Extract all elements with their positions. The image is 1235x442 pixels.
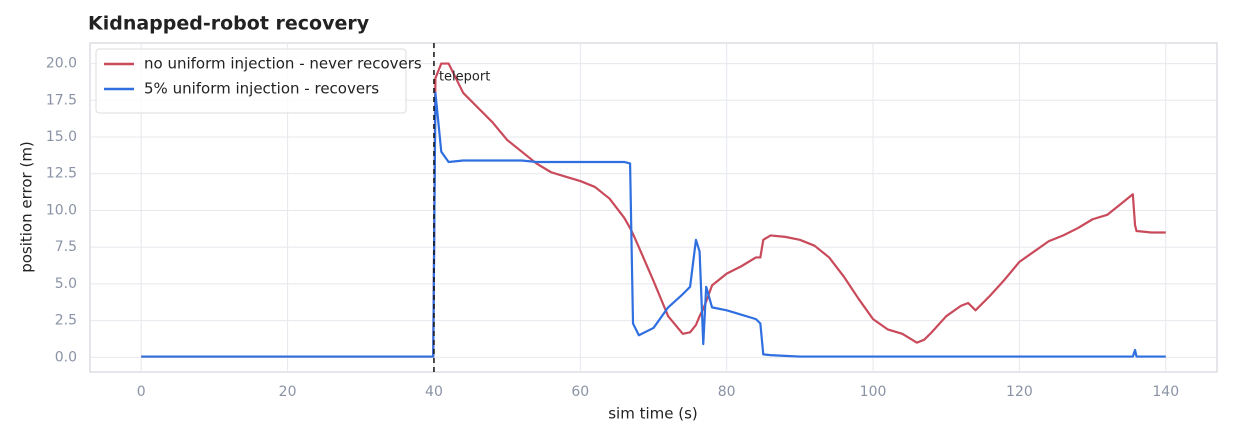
- y-tick-label: 2.5: [55, 313, 77, 329]
- x-tick-label: 60: [571, 384, 589, 400]
- y-tick-label: 20.0: [46, 56, 77, 72]
- x-axis-label: sim time (s): [608, 405, 698, 423]
- y-tick-label: 15.0: [46, 129, 77, 145]
- legend-label: 5% uniform injection - recovers: [144, 80, 379, 98]
- y-tick-label: 5.0: [55, 276, 77, 292]
- y-tick-label: 12.5: [46, 166, 77, 182]
- y-tick-label: 10.0: [46, 202, 77, 218]
- x-tick-label: 0: [137, 384, 146, 400]
- x-tick-label: 40: [425, 384, 443, 400]
- x-tick-label: 20: [279, 384, 297, 400]
- y-tick-label: 7.5: [55, 239, 77, 255]
- series-line: [141, 91, 1166, 358]
- legend-box: [95, 48, 407, 114]
- chart-title: Kidnapped-robot recovery: [88, 13, 370, 35]
- x-tick-label: 100: [860, 384, 887, 400]
- event-label: teleport: [439, 70, 490, 85]
- legend-label: no uniform injection - never recovers: [144, 55, 422, 73]
- x-tick-label: 140: [1152, 384, 1179, 400]
- x-tick-label: 120: [1006, 384, 1033, 400]
- y-tick-label: 0.0: [55, 349, 77, 365]
- series-line: [141, 62, 1166, 358]
- y-axis-label: position error (m): [18, 141, 36, 273]
- x-tick-label: 80: [718, 384, 736, 400]
- y-tick-label: 17.5: [46, 92, 77, 108]
